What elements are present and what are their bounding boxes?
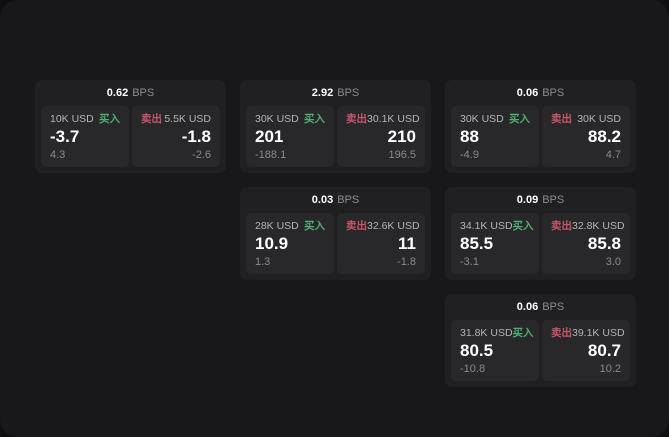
sell-size-label: 30K USD [577,113,621,125]
buy-quote-panel[interactable]: 30K USD 买入 201 -188.1 [246,106,334,167]
buy-quote-panel[interactable]: 31.8K USD 买入 80.5 -10.8 [451,320,539,381]
spread-header: 0.06 BPS [445,294,636,320]
buy-side-badge: 买入 [304,113,325,125]
spread-header: 0.06 BPS [445,80,636,106]
buy-delta-value: 1.3 [255,256,271,268]
buy-side-badge: 买入 [304,220,325,232]
buy-side-badge: 买入 [509,113,530,125]
sell-quote-panel[interactable]: 卖出 30.1K USD 210 196.5 [337,106,425,167]
quote-card-body: 30K USD 买入 88 -4.9 卖出 30K USD 88.2 4.7 [445,106,636,173]
buy-size-label: 10K USD [50,113,94,125]
sell-quote-panel[interactable]: 卖出 32.6K USD 11 -1.8 [337,213,425,274]
spread-value: 2.92 [311,87,334,99]
sell-delta-value: 3.0 [605,256,621,268]
spread-value: 0.62 [106,87,129,99]
buy-delta-value: 4.3 [50,149,66,161]
sell-delta-value: 4.7 [605,149,621,161]
sell-price-value: 88.2 [587,127,621,146]
spread-value: 0.09 [516,194,539,206]
sell-price-value: 85.8 [587,234,621,253]
spread-unit-label: BPS [542,194,565,206]
buy-size-label: 34.1K USD [460,220,513,232]
spread-unit-label: BPS [542,301,565,313]
buy-delta-value: -10.8 [460,363,486,375]
sell-price-value: 80.7 [587,341,621,360]
quote-card: 0.06 BPS 31.8K USD 买入 80.5 -10.8 卖出 39.1… [445,294,636,387]
sell-quote-panel[interactable]: 卖出 32.8K USD 85.8 3.0 [542,213,630,274]
buy-quote-panel[interactable]: 30K USD 买入 88 -4.9 [451,106,539,167]
buy-side-badge: 买入 [99,113,120,125]
sell-side-badge: 卖出 [551,220,572,232]
quote-card: 0.03 BPS 28K USD 买入 10.9 1.3 卖出 32.6K US… [240,187,431,280]
buy-quote-panel[interactable]: 28K USD 买入 10.9 1.3 [246,213,334,274]
quote-card-body: 10K USD 买入 -3.7 4.3 卖出 5.5K USD -1.8 -2.… [35,106,226,173]
quote-card: 0.09 BPS 34.1K USD 买入 85.5 -3.1 卖出 32.8K… [445,187,636,280]
sell-delta-value: 196.5 [388,149,416,161]
buy-price-value: 10.9 [255,234,289,253]
buy-size-label: 28K USD [255,220,299,232]
sell-size-label: 32.6K USD [367,220,420,232]
sell-size-label: 39.1K USD [572,327,625,339]
buy-quote-panel[interactable]: 34.1K USD 买入 85.5 -3.1 [451,213,539,274]
quote-card-body: 28K USD 买入 10.9 1.3 卖出 32.6K USD 11 -1.8 [240,213,431,280]
sell-quote-panel[interactable]: 卖出 30K USD 88.2 4.7 [542,106,630,167]
buy-price-value: 88 [460,127,479,146]
buy-delta-value: -4.9 [460,149,479,161]
sell-side-badge: 卖出 [551,327,572,339]
buy-delta-value: -188.1 [255,149,287,161]
sell-price-value: 210 [387,127,416,146]
quote-card: 0.06 BPS 30K USD 买入 88 -4.9 卖出 30K USD 8… [445,80,636,173]
buy-quote-panel[interactable]: 10K USD 买入 -3.7 4.3 [41,106,129,167]
sell-side-badge: 卖出 [346,113,367,125]
quote-card-grid: 0.62 BPS 10K USD 买入 -3.7 4.3 卖出 5.5K USD… [35,80,636,387]
sell-delta-value: -1.8 [397,256,416,268]
spread-header: 2.92 BPS [240,80,431,106]
buy-size-label: 30K USD [255,113,299,125]
sell-side-badge: 卖出 [346,220,367,232]
sell-delta-value: 10.2 [599,363,621,375]
quote-card-body: 31.8K USD 买入 80.5 -10.8 卖出 39.1K USD 80.… [445,320,636,387]
spread-header: 0.03 BPS [240,187,431,213]
sell-size-label: 30.1K USD [367,113,420,125]
quote-card: 2.92 BPS 30K USD 买入 201 -188.1 卖出 30.1K … [240,80,431,173]
buy-size-label: 31.8K USD [460,327,513,339]
buy-side-badge: 买入 [512,327,534,339]
sell-side-badge: 卖出 [141,113,162,125]
sell-quote-panel[interactable]: 卖出 39.1K USD 80.7 10.2 [542,320,630,381]
buy-price-value: -3.7 [50,127,80,146]
spread-value: 0.03 [311,194,334,206]
buy-price-value: 80.5 [460,341,494,360]
quote-card-body: 34.1K USD 买入 85.5 -3.1 卖出 32.8K USD 85.8… [445,213,636,280]
spread-unit-label: BPS [337,87,360,99]
buy-price-value: 85.5 [460,234,494,253]
sell-side-badge: 卖出 [551,113,572,125]
buy-price-value: 201 [255,127,284,146]
spread-value: 0.06 [516,301,539,313]
sell-price-value: 11 [398,234,416,253]
quote-card-body: 30K USD 买入 201 -188.1 卖出 30.1K USD 210 1… [240,106,431,173]
spread-header: 0.09 BPS [445,187,636,213]
spread-header: 0.62 BPS [35,80,226,106]
sell-quote-panel[interactable]: 卖出 5.5K USD -1.8 -2.6 [132,106,220,167]
quote-card: 0.62 BPS 10K USD 买入 -3.7 4.3 卖出 5.5K USD… [35,80,226,173]
spread-unit-label: BPS [337,194,360,206]
spread-unit-label: BPS [132,87,155,99]
spread-value: 0.06 [516,87,539,99]
buy-size-label: 30K USD [460,113,504,125]
buy-side-badge: 买入 [512,220,534,232]
sell-size-label: 5.5K USD [164,113,211,125]
sell-delta-value: -2.6 [192,149,211,161]
buy-delta-value: -3.1 [460,256,479,268]
sell-price-value: -1.8 [181,127,211,146]
spread-unit-label: BPS [542,87,565,99]
sell-size-label: 32.8K USD [572,220,625,232]
